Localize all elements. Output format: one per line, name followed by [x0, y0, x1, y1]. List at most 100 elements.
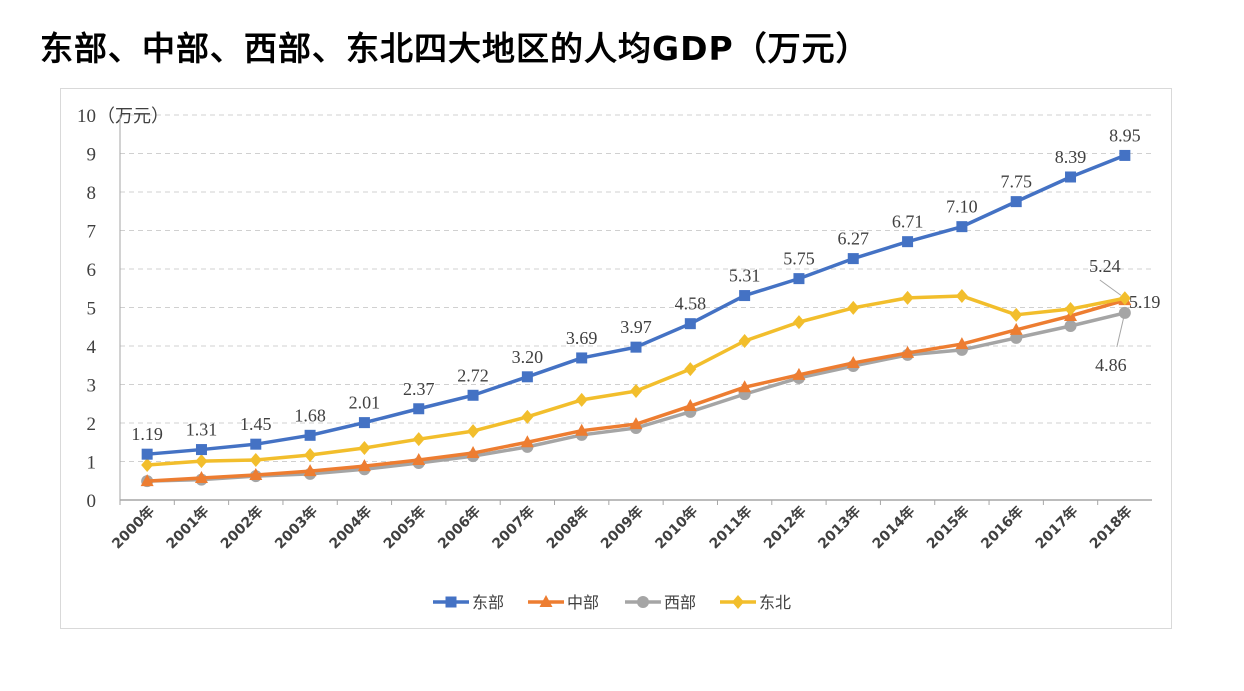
x-tick-label: 2002年	[217, 503, 266, 552]
data-point	[413, 403, 425, 415]
data-point	[683, 399, 697, 412]
data-point	[140, 474, 154, 487]
y-tick-label: 9	[87, 145, 97, 166]
data-label: 6.27	[838, 229, 870, 249]
x-tick-label: 2004年	[326, 503, 375, 552]
data-point	[1010, 196, 1022, 208]
data-point	[738, 380, 752, 393]
y-tick-label: 10	[77, 106, 96, 127]
data-label: 7.10	[946, 197, 978, 217]
x-tick-label: 2001年	[163, 503, 212, 552]
data-point	[956, 221, 968, 233]
data-point	[250, 438, 262, 450]
data-point	[1009, 322, 1023, 335]
data-point	[901, 345, 915, 358]
legend-marker	[539, 595, 553, 607]
data-point	[194, 471, 208, 484]
legend-marker	[732, 595, 744, 609]
data-point	[738, 333, 751, 348]
data-label: 5.24	[1089, 256, 1121, 276]
legend-label: 中部	[567, 593, 599, 612]
data-label: 3.20	[512, 347, 544, 367]
data-label: 8.95	[1109, 125, 1141, 145]
x-tick-label: 2015年	[923, 503, 972, 552]
data-label: 5.19	[1129, 292, 1161, 312]
data-point	[195, 444, 207, 456]
x-tick-label: 2012年	[760, 503, 809, 552]
data-point	[684, 318, 696, 330]
x-tick-label: 2005年	[380, 503, 429, 552]
data-label: 3.97	[620, 317, 652, 337]
data-point	[1119, 149, 1131, 161]
data-point	[902, 236, 914, 248]
data-label: 7.75	[1000, 172, 1032, 192]
x-tick-label: 2008年	[543, 503, 592, 552]
x-tick-label: 2018年	[1086, 503, 1135, 552]
data-label: 2.37	[403, 379, 435, 399]
data-label: 3.69	[566, 328, 598, 348]
data-point	[1010, 307, 1023, 322]
data-point	[1064, 319, 1077, 332]
data-point	[739, 290, 751, 302]
data-point	[521, 371, 533, 383]
data-point	[141, 457, 154, 472]
data-label: 5.31	[729, 266, 761, 286]
y-tick-label: 8	[87, 183, 97, 204]
data-point	[141, 448, 153, 460]
data-point	[1065, 171, 1077, 183]
data-point	[467, 389, 479, 401]
data-point	[792, 315, 805, 330]
data-point	[304, 429, 316, 441]
data-label: 2.01	[349, 393, 381, 413]
x-tick-label: 2003年	[271, 503, 320, 552]
data-label: 8.39	[1055, 147, 1087, 167]
data-point	[195, 454, 208, 469]
data-point	[357, 459, 371, 472]
data-point	[249, 467, 263, 480]
data-point	[575, 423, 589, 436]
data-point	[1064, 302, 1077, 317]
data-label: 5.75	[783, 249, 815, 269]
y-tick-label: 4	[87, 337, 97, 358]
x-tick-label: 2017年	[1032, 503, 1081, 552]
data-point	[847, 300, 860, 315]
leader-line	[1099, 279, 1122, 296]
data-point	[521, 409, 534, 424]
data-point	[249, 452, 262, 467]
data-label: 1.68	[294, 405, 326, 425]
y-tick-label: 1	[87, 453, 97, 474]
data-point	[901, 290, 914, 305]
x-tick-label: 2011年	[706, 503, 755, 552]
data-point	[847, 253, 859, 265]
legend-marker	[445, 596, 457, 608]
legend-label: 东部	[472, 593, 504, 612]
data-point	[630, 384, 642, 399]
data-label: 1.19	[131, 424, 163, 444]
data-point	[303, 464, 317, 477]
data-point	[358, 441, 371, 456]
data-point	[846, 355, 860, 368]
data-label: 4.58	[675, 294, 707, 314]
y-tick-label: 6	[87, 260, 97, 281]
x-tick-label: 2009年	[597, 503, 646, 552]
x-tick-label: 2000年	[109, 503, 158, 552]
x-tick-label: 2010年	[652, 503, 701, 552]
y-tick-label: 0	[87, 491, 97, 512]
data-point	[792, 367, 806, 380]
data-point	[575, 392, 588, 407]
x-tick-label: 2006年	[434, 503, 483, 552]
data-point	[520, 435, 534, 448]
data-point	[412, 432, 425, 447]
y-tick-label: 3	[87, 376, 97, 397]
data-label: 1.45	[240, 414, 272, 434]
data-label: 1.31	[186, 420, 218, 440]
data-point	[684, 362, 697, 377]
data-point	[1118, 306, 1131, 319]
x-tick-label: 2007年	[489, 503, 538, 552]
data-point	[793, 273, 805, 285]
x-tick-label: 2016年	[978, 503, 1027, 552]
data-label: 6.71	[892, 212, 924, 232]
y-tick-label: 2	[87, 414, 97, 435]
data-point	[955, 288, 968, 303]
